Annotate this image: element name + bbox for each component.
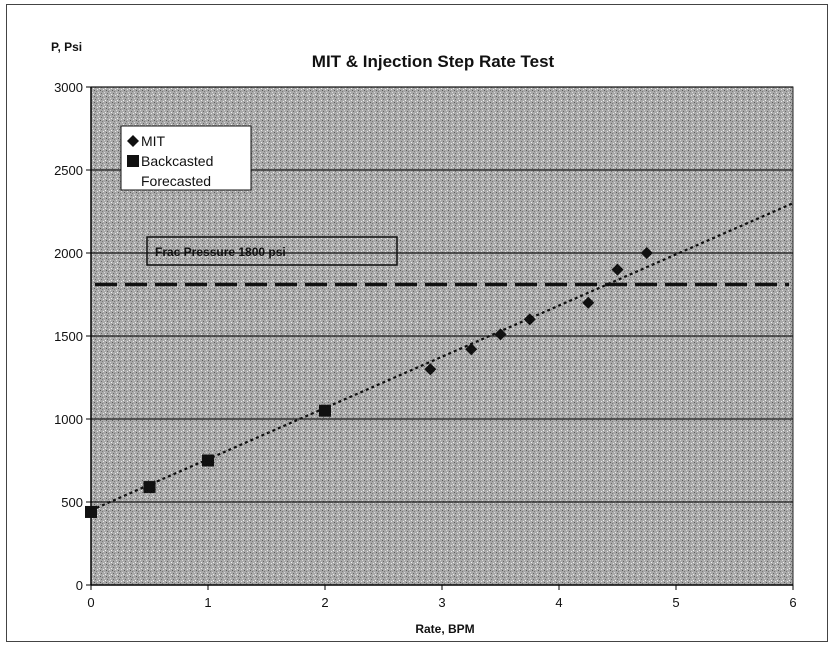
x-tick-label: 1 [204,595,211,610]
mit-point [523,313,536,326]
x-tick-label: 6 [789,595,796,610]
chart-title: MIT & Injection Step Rate Test [312,52,555,71]
y-tick-label: 1000 [54,412,83,427]
mit-legend-label: MIT [141,133,166,149]
y-tick-label: 2000 [54,246,83,261]
x-tick-label: 2 [321,595,328,610]
axes [86,86,794,590]
y-tick-label: 2500 [54,163,83,178]
backcasted-point [143,481,156,494]
y-axis-label: P, Psi [51,40,82,54]
x-tick-label: 3 [438,595,445,610]
chart-frame: MIT & Injection Step Rate Test P, Psi Ra… [6,4,828,642]
mit-point [494,328,507,341]
data-points [85,247,653,518]
x-tick-label: 4 [555,595,562,610]
backcasted-legend-label: Backcasted [141,153,213,169]
legend-box [120,125,252,191]
frac-pressure-annotation: Frac Pressure 1800 psi [146,236,398,266]
y-tick-label: 3000 [54,80,83,95]
y-tick-label: 1500 [54,329,83,344]
forecasted-legend-label: Forecasted [141,173,211,189]
annotation-box [146,236,398,266]
annotation-text: Frac Pressure 1800 psi [155,245,286,259]
backcasted-legend-marker [127,155,139,167]
backcasted-point [202,454,214,467]
backcasted-point [319,404,331,417]
mit-legend-marker [127,135,139,147]
y-tick-label: 0 [76,578,83,593]
tick-labels: 0 500 1000 1500 2000 2500 3000 0 1 2 3 4 5 6 [54,80,797,610]
backcasted-point [85,505,97,518]
mit-point [465,343,478,356]
x-axis-label: Rate, BPM [415,622,474,636]
mit-point [424,363,437,376]
x-tick-label: 0 [87,595,94,610]
legend: MIT Backcasted Forecasted [120,125,252,191]
mit-point [640,247,653,259]
mit-point [611,263,624,276]
y-tick-label: 500 [61,495,83,510]
chart: MIT & Injection Step Rate Test P, Psi Ra… [51,40,797,636]
mit-point [582,296,595,309]
x-tick-label: 5 [672,595,679,610]
